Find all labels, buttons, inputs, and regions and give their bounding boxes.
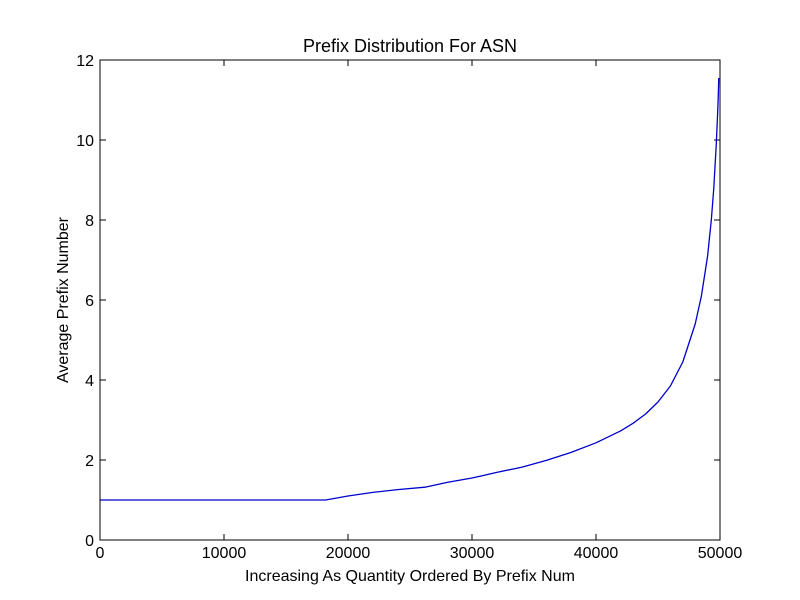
plot-area-frame [99,59,721,541]
x-tick-label: 40000 [574,545,619,562]
x-axis-label: Increasing As Quantity Ordered By Prefix… [245,568,575,585]
y-tick-label: 8 [85,213,94,230]
y-tick-label: 12 [76,53,94,70]
series-layer [100,77,720,501]
y-tick-label: 6 [85,293,94,310]
x-tick-label: 0 [96,545,105,562]
y-tick-label: 2 [85,453,94,470]
series-line [100,77,720,501]
x-tick-label: 10000 [202,545,247,562]
y-tick-label: 0 [85,533,94,550]
y-tick-label: 10 [76,133,94,150]
x-tick-label: 30000 [450,545,495,562]
x-tick-label: 20000 [326,545,371,562]
tick-layer: 0 10000 20000 30000 40000 50000 0 2 4 6 8 10 12 [76,53,742,562]
y-axis-label: Average Prefix Number [55,216,72,383]
x-tick-label: 50000 [698,545,743,562]
chart-title: Prefix Distribution For ASN [303,36,517,56]
y-tick-label: 4 [85,373,94,390]
